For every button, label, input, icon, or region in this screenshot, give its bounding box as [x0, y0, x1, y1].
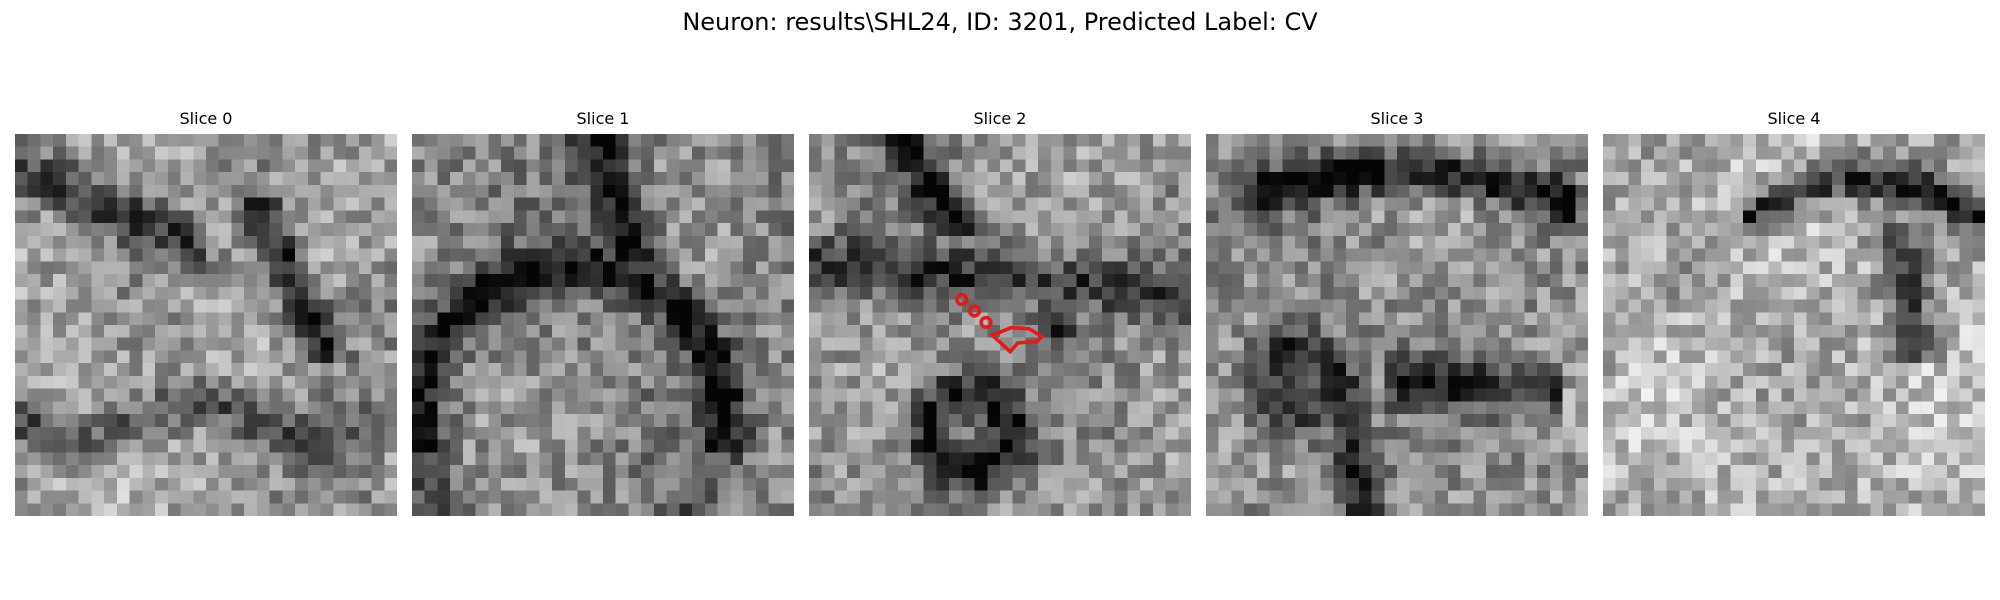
slice-image — [15, 134, 397, 516]
slice-image — [809, 134, 1191, 516]
panel-title: Slice 0 — [179, 109, 233, 128]
slice-image — [412, 134, 794, 516]
panel-slice-4: Slice 4 — [1603, 108, 1985, 516]
panel-title: Slice 4 — [1767, 109, 1821, 128]
panel-slice-0: Slice 0 — [15, 108, 397, 516]
annotation-contour — [955, 292, 1045, 355]
panel-slice-2: Slice 2 — [809, 108, 1191, 516]
slice-image — [1206, 134, 1588, 516]
figure-title: Neuron: results\SHL24, ID: 3201, Predict… — [682, 8, 1318, 36]
panel-title: Slice 1 — [576, 109, 630, 128]
panel-slice-1: Slice 1 — [412, 108, 794, 516]
panel-slice-3: Slice 3 — [1206, 108, 1588, 516]
panel-title: Slice 3 — [1370, 109, 1424, 128]
slice-image — [1603, 134, 1985, 516]
panel-title: Slice 2 — [973, 109, 1027, 128]
